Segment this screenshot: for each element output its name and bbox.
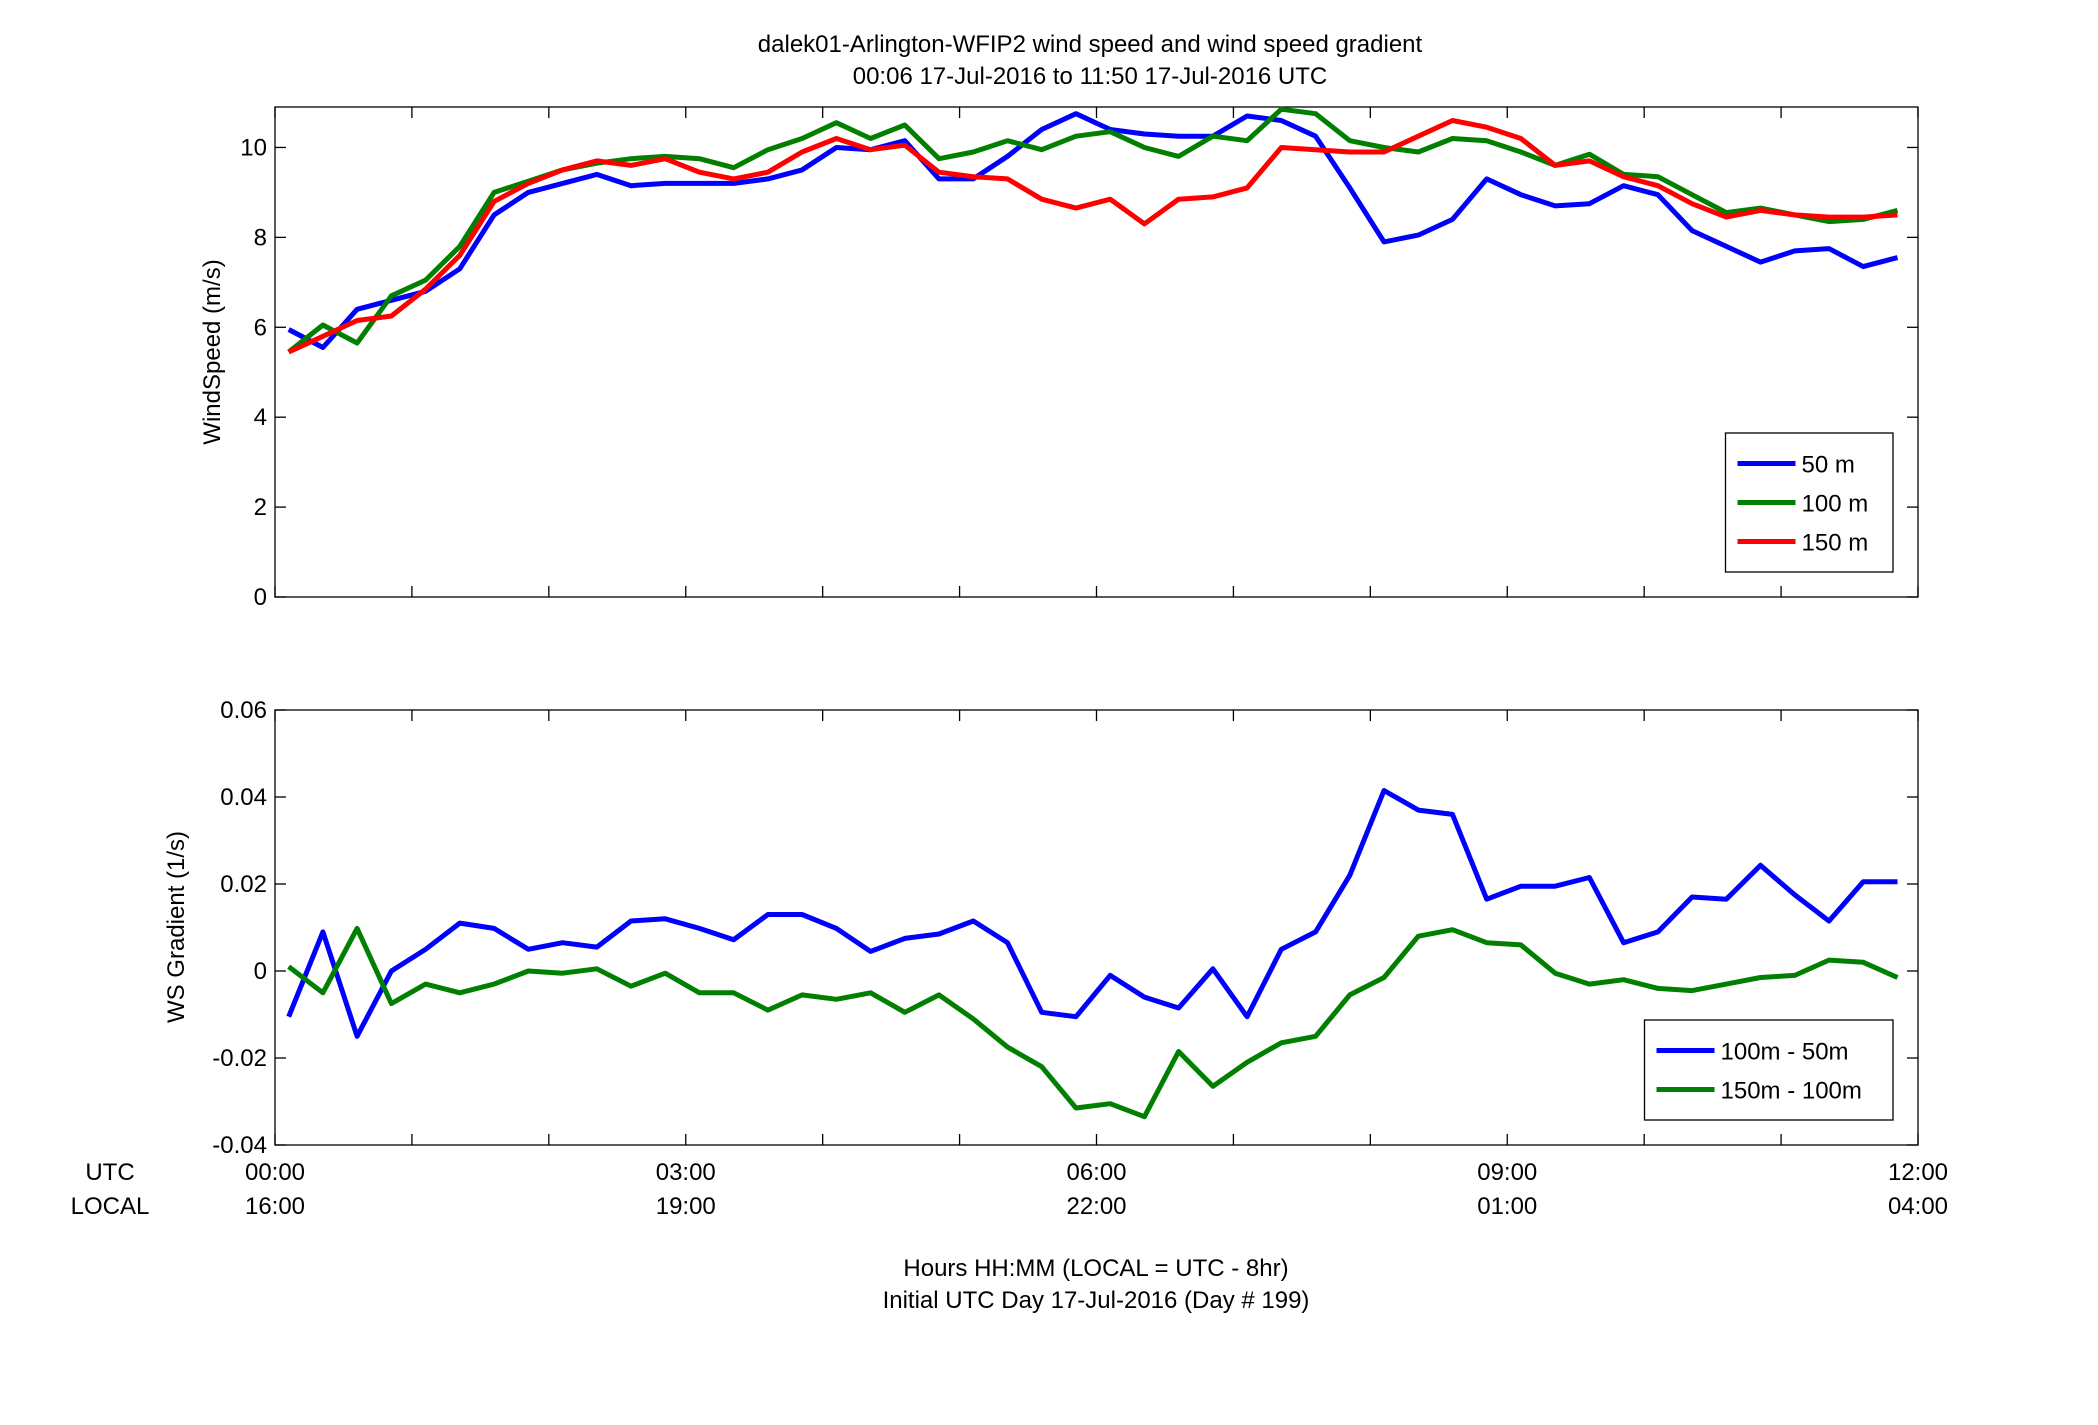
y-tick-label: 6 <box>254 314 267 341</box>
legend-label: 100m - 50m <box>1721 1039 1849 1066</box>
series-line <box>287 106 1899 354</box>
wind-speed-ylabel: WindSpeed (m/s) <box>199 259 226 444</box>
series-line <box>287 118 1898 355</box>
legend-label: 50 m <box>1802 452 1855 479</box>
chart-subtitle: 00:06 17-Jul-2016 to 11:50 17-Jul-2016 U… <box>853 63 1328 90</box>
wind-speed-panel: 0 2 4 6 8 10 WindSpeed (m/s) 50 m 100 m 150 m <box>199 106 1919 611</box>
y-tick-label: 2 <box>254 494 267 521</box>
y-tick-label: 0.04 <box>220 784 267 811</box>
gradient-legend: 100m - 50m 150m - 100m <box>1643 1019 1894 1121</box>
wind-speed-legend: 50 m 100 m 150 m <box>1724 432 1894 573</box>
x-row-label-utc: UTC <box>85 1159 134 1186</box>
y-tick-label: -0.04 <box>212 1132 267 1159</box>
legend-label: 100 m <box>1802 491 1869 518</box>
x-axis-label: Hours HH:MM (LOCAL = UTC - 8hr) <box>903 1255 1288 1282</box>
y-tick-label: 10 <box>240 134 267 161</box>
chart-title: dalek01-Arlington-WFIP2 wind speed and w… <box>758 31 1423 58</box>
wind-speed-plot-area <box>274 106 1919 598</box>
series-line <box>287 925 1899 1120</box>
x-row-label-local: LOCAL <box>71 1193 150 1220</box>
wind-speed-series-lines <box>287 106 1899 355</box>
gradient-ylabel: WS Gradient (1/s) <box>163 831 190 1023</box>
y-tick-label: 0 <box>254 958 267 985</box>
gradient-series-lines <box>286 788 1899 1120</box>
x-tick-label-local: 19:00 <box>656 1193 716 1220</box>
gradient-axis-ticks: -0.04 -0.02 0 0.02 0.04 0.06 <box>212 697 1919 1159</box>
x-tick-label-local: 01:00 <box>1477 1193 1537 1220</box>
x-tick-label-utc: 03:00 <box>656 1159 716 1186</box>
x-tick-label-local: 16:00 <box>245 1193 305 1220</box>
legend-label: 150 m <box>1802 530 1869 557</box>
y-tick-label: 8 <box>254 224 267 251</box>
series-line <box>286 788 1898 1039</box>
series-line <box>287 111 1899 350</box>
wind-speed-axis-ticks: 0 2 4 6 8 10 <box>240 107 1919 611</box>
x-tick-label-utc: 06:00 <box>1066 1159 1126 1186</box>
x-axis-sublabel: Initial UTC Day 17-Jul-2016 (Day # 199) <box>883 1287 1310 1314</box>
x-tick-label-local: 22:00 <box>1066 1193 1126 1220</box>
y-tick-label: 0.02 <box>220 871 267 898</box>
legend-label: 150m - 100m <box>1721 1078 1862 1105</box>
y-tick-label: -0.02 <box>212 1045 267 1072</box>
y-tick-label: 0.06 <box>220 697 267 724</box>
x-tick-label-utc: 00:00 <box>245 1159 305 1186</box>
gradient-panel: -0.04 -0.02 0 0.02 0.04 0.06 WS Gradient (1/s… <box>163 697 1919 1159</box>
x-tick-label-utc: 09:00 <box>1477 1159 1537 1186</box>
x-tick-label-local: 04:00 <box>1888 1193 1948 1220</box>
x-tick-label-utc: 12:00 <box>1888 1159 1948 1186</box>
legend-box <box>1643 1019 1894 1121</box>
y-tick-label: 0 <box>254 584 267 611</box>
x-tick-labels: 00:00 16:00 03:00 19:00 06:00 22:00 09:00 01:00… <box>245 1159 1948 1220</box>
y-tick-label: 4 <box>254 404 267 431</box>
